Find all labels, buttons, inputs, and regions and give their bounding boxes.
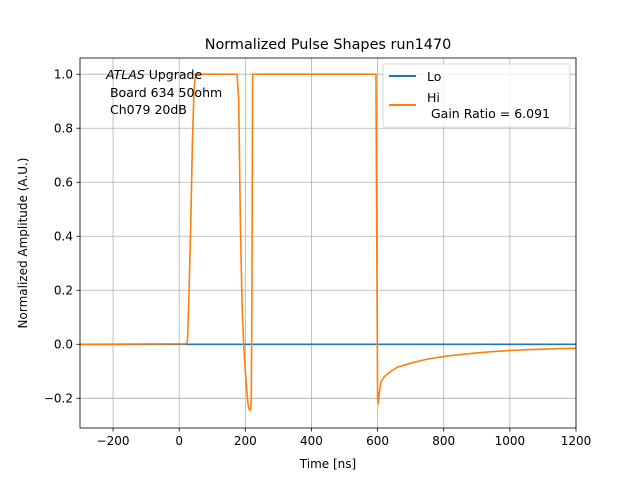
legend-label-hi-line1: Hi bbox=[427, 90, 440, 105]
y-axis-ticks: −0.2 0.0 0.2 0.4 0.6 0.8 1.0 bbox=[44, 68, 80, 406]
y-tick-label: 0.2 bbox=[54, 284, 73, 298]
y-tick-label: 1.0 bbox=[54, 68, 73, 82]
atlas-annotation: ATLAS Upgrade Board 634 50ohm Ch079 20dB bbox=[0, 0, 242, 117]
x-axis-label: Time [ns] bbox=[299, 457, 356, 471]
x-tick-label: −200 bbox=[97, 434, 130, 448]
plot-frame bbox=[79, 57, 577, 429]
x-tick-label: 800 bbox=[432, 434, 455, 448]
legend: Lo Hi Gain Ratio = 6.091 bbox=[0, 0, 571, 128]
y-tick-label: 0.6 bbox=[54, 176, 73, 190]
legend-box bbox=[382, 63, 571, 128]
y-tick-label: 0.0 bbox=[54, 338, 73, 352]
x-tick-label: 600 bbox=[366, 434, 389, 448]
x-tick-label: 1000 bbox=[495, 434, 526, 448]
y-tick-label: 0.4 bbox=[54, 230, 73, 244]
legend-label-lo: Lo bbox=[427, 69, 441, 84]
chart-title: Normalized Pulse Shapes run1470 bbox=[205, 37, 452, 53]
legend-label-hi: Hi Gain Ratio = 6.091 bbox=[0, 0, 570, 121]
annotation-line1: Upgrade bbox=[145, 67, 203, 82]
annotation-line3: Ch079 20dB bbox=[106, 102, 187, 117]
series-layer bbox=[80, 73, 576, 412]
x-tick-label: 1200 bbox=[561, 434, 592, 448]
annotation-line2: Board 634 50ohm bbox=[106, 85, 222, 100]
x-tick-label: 400 bbox=[300, 434, 323, 448]
x-tick-label: 0 bbox=[175, 434, 183, 448]
y-tick-label: 0.8 bbox=[54, 122, 73, 136]
x-tick-label: 200 bbox=[234, 434, 257, 448]
series-line-hi bbox=[80, 73, 576, 412]
legend-label-hi-line2: Gain Ratio = 6.091 bbox=[427, 106, 550, 121]
x-axis-ticks: −200 0 200 400 600 800 1000 1200 bbox=[97, 428, 592, 448]
annotation-italic: ATLAS bbox=[105, 67, 145, 82]
y-axis-label: Normalized Amplitude (A.U.) bbox=[16, 158, 30, 329]
y-tick-label: −0.2 bbox=[44, 392, 73, 406]
